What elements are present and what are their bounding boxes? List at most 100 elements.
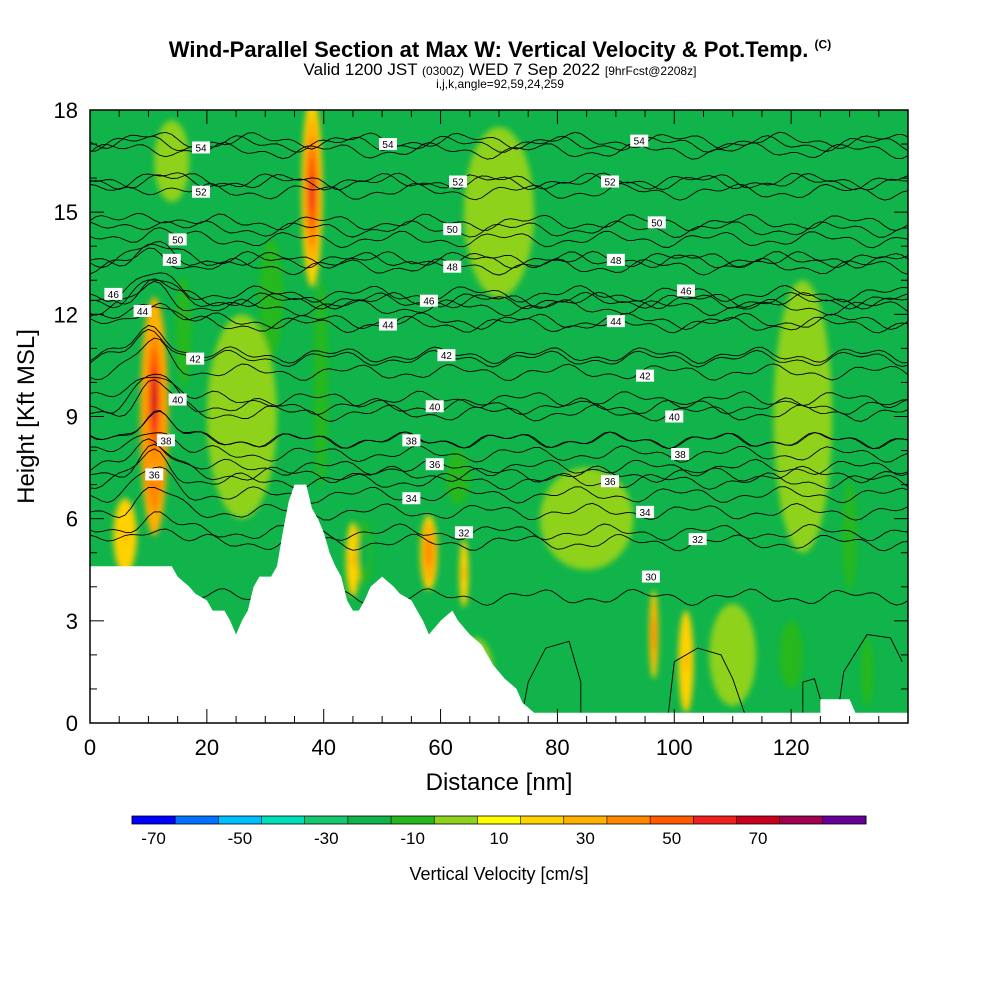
velocity-cell bbox=[426, 545, 431, 561]
valid-time: Valid 1200 JST bbox=[303, 60, 418, 79]
colorbar-swatch bbox=[391, 816, 435, 824]
colorbar-swatch bbox=[175, 816, 219, 824]
contour-label-bg bbox=[449, 175, 468, 188]
forecast-info: [9hrFcst@2208z] bbox=[604, 64, 697, 78]
colorbar-swatch bbox=[650, 816, 694, 824]
contour-label: 36 bbox=[604, 477, 616, 488]
theta-contour-line bbox=[90, 135, 908, 153]
contour-label-bg bbox=[665, 410, 684, 423]
x-tick-label: 120 bbox=[773, 735, 810, 760]
velocity-cell bbox=[651, 625, 656, 644]
contour-label-bg bbox=[443, 223, 462, 236]
colorbar-tick-label: -50 bbox=[228, 829, 253, 848]
y-tick-label: 0 bbox=[66, 711, 78, 736]
contour-label-bg bbox=[168, 233, 187, 246]
theta-contour-line bbox=[90, 328, 908, 368]
x-tick-label: 20 bbox=[195, 735, 219, 760]
theta-contour-line bbox=[90, 511, 908, 541]
chart-title-text: Wind-Parallel Section at Max W: Vertical… bbox=[168, 37, 809, 62]
contour-label-bg bbox=[606, 253, 625, 266]
contour-label-bg bbox=[402, 434, 421, 447]
y-tick-label: 9 bbox=[66, 405, 78, 430]
contour-label-bg bbox=[378, 138, 397, 151]
colorbar-swatch bbox=[822, 816, 867, 824]
theta-contour-line bbox=[90, 486, 908, 521]
contour-label-bg bbox=[378, 318, 397, 331]
contour-label: 50 bbox=[651, 218, 663, 229]
velocity-cell bbox=[234, 396, 249, 437]
low-level-contour bbox=[521, 640, 582, 713]
chart-title: Wind-Parallel Section at Max W: Vertical… bbox=[0, 37, 1000, 63]
velocity-cell bbox=[847, 524, 852, 547]
chart-subtitle: Valid 1200 JST (0300Z) WED 7 Sep 2022 [9… bbox=[0, 60, 1000, 80]
x-axis-title: Distance [nm] bbox=[426, 769, 573, 796]
contour-label: 40 bbox=[429, 402, 441, 413]
colorbar-swatch bbox=[132, 816, 176, 824]
contour-label: 54 bbox=[382, 140, 394, 151]
theta-contour-line bbox=[90, 240, 908, 269]
theta-contour-line bbox=[90, 373, 908, 416]
theta-contour-line bbox=[90, 466, 908, 504]
low-level-contour bbox=[837, 634, 903, 713]
contour-label-bg bbox=[437, 349, 456, 362]
colorbar-swatch bbox=[606, 816, 651, 824]
colorbar-title: Vertical Velocity [cm/s] bbox=[409, 864, 588, 884]
contour-label: 46 bbox=[108, 290, 120, 301]
colorbar-swatch bbox=[347, 816, 392, 824]
theta-contour-line bbox=[90, 324, 908, 365]
contour-label-bg bbox=[156, 434, 175, 447]
contour-label-bg bbox=[419, 294, 438, 307]
theta-contour-line bbox=[90, 376, 908, 409]
velocity-cell bbox=[309, 172, 315, 211]
theta-contour-line bbox=[90, 247, 908, 276]
colorbar-swatch bbox=[520, 816, 565, 824]
theta-contour-line bbox=[90, 279, 908, 310]
theta-contour-line bbox=[90, 220, 908, 238]
colorbar-swatch bbox=[563, 816, 608, 824]
contour-label-bg bbox=[671, 447, 690, 460]
contour-label: 36 bbox=[149, 470, 161, 481]
colorbar: -70 -50 -30 -10 10 30 50 70 Vertical Velocity [c… bbox=[131, 815, 867, 884]
contour-label: 48 bbox=[447, 263, 459, 274]
theta-contour-line bbox=[90, 302, 908, 334]
contour-label-bg bbox=[192, 141, 211, 154]
contour-label-bg bbox=[402, 492, 421, 505]
velocity-cell bbox=[455, 472, 461, 484]
contour-label-bg bbox=[192, 185, 211, 198]
contour-label: 52 bbox=[453, 178, 465, 189]
contour-label: 42 bbox=[640, 372, 652, 383]
terrain-mask bbox=[90, 484, 908, 723]
theta-contour-line bbox=[90, 438, 908, 477]
x-tick-label: 100 bbox=[656, 735, 693, 760]
velocity-cell bbox=[152, 382, 157, 417]
theta-contour-line bbox=[90, 272, 908, 303]
colorbar-tick-label: 30 bbox=[576, 829, 595, 848]
contour-label: 38 bbox=[160, 436, 172, 447]
colorbar-swatch bbox=[779, 816, 824, 824]
theta-contour-line bbox=[90, 337, 908, 381]
contour-label-bg bbox=[688, 533, 707, 546]
theta-contour-line bbox=[90, 303, 908, 331]
colorbar-swatch bbox=[218, 816, 263, 824]
y-axis-title: Height [Kft MSL] bbox=[13, 329, 40, 504]
contour-label-bg bbox=[168, 393, 187, 406]
contour-label: 38 bbox=[675, 450, 687, 461]
contour-label: 32 bbox=[692, 535, 704, 546]
low-level-contour bbox=[667, 647, 745, 713]
contour-label-bg bbox=[133, 304, 152, 317]
x-tick-label: 80 bbox=[545, 735, 569, 760]
contour-label-bg bbox=[104, 287, 123, 300]
velocity-cell bbox=[461, 566, 466, 580]
y-tick-label: 18 bbox=[54, 98, 78, 123]
contour-label: 38 bbox=[406, 436, 418, 447]
theta-contour-line bbox=[90, 379, 908, 422]
contour-label-bg bbox=[425, 458, 444, 471]
copyright-mark: (C) bbox=[814, 37, 832, 52]
contour-label: 34 bbox=[640, 508, 652, 519]
theta-contour-line bbox=[90, 448, 908, 491]
contour-label: 52 bbox=[195, 188, 207, 199]
theta-contour-line bbox=[90, 528, 908, 552]
colorbar-swatch bbox=[304, 816, 349, 824]
